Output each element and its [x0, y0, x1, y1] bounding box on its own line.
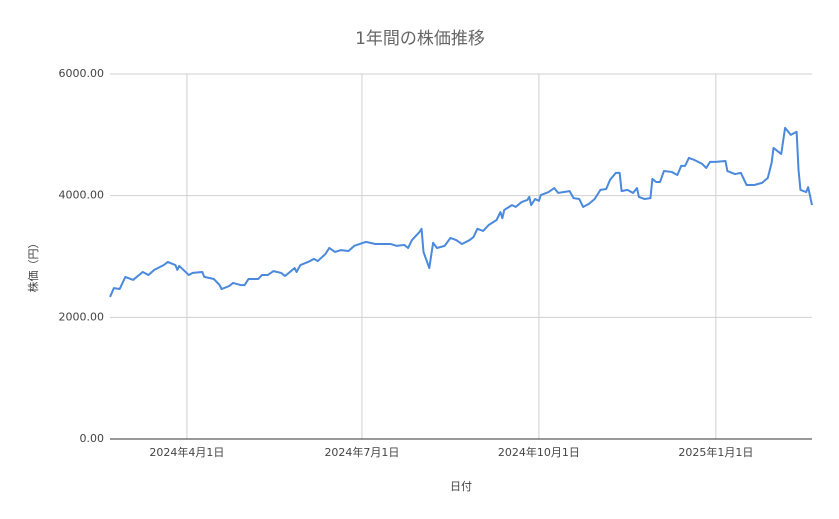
- x-tick-label: 2024年4月1日: [149, 445, 224, 459]
- x-tick-label: 2025年1月1日: [678, 445, 753, 459]
- x-tick-label: 2024年10月1日: [498, 445, 580, 459]
- y-tick-label: 6000.00: [59, 67, 105, 80]
- y-tick-label: 2000.00: [59, 310, 105, 323]
- y-tick-label: 0.00: [80, 432, 105, 445]
- chart-title: 1年間の株価推移: [355, 29, 485, 49]
- data-line: [109, 126, 813, 298]
- y-tick-label: 4000.00: [59, 189, 105, 202]
- y-axis-label: 株価（円）: [26, 238, 40, 293]
- x-tick-label: 2024年7月1日: [324, 445, 399, 459]
- x-axis-label: 日付: [450, 480, 472, 493]
